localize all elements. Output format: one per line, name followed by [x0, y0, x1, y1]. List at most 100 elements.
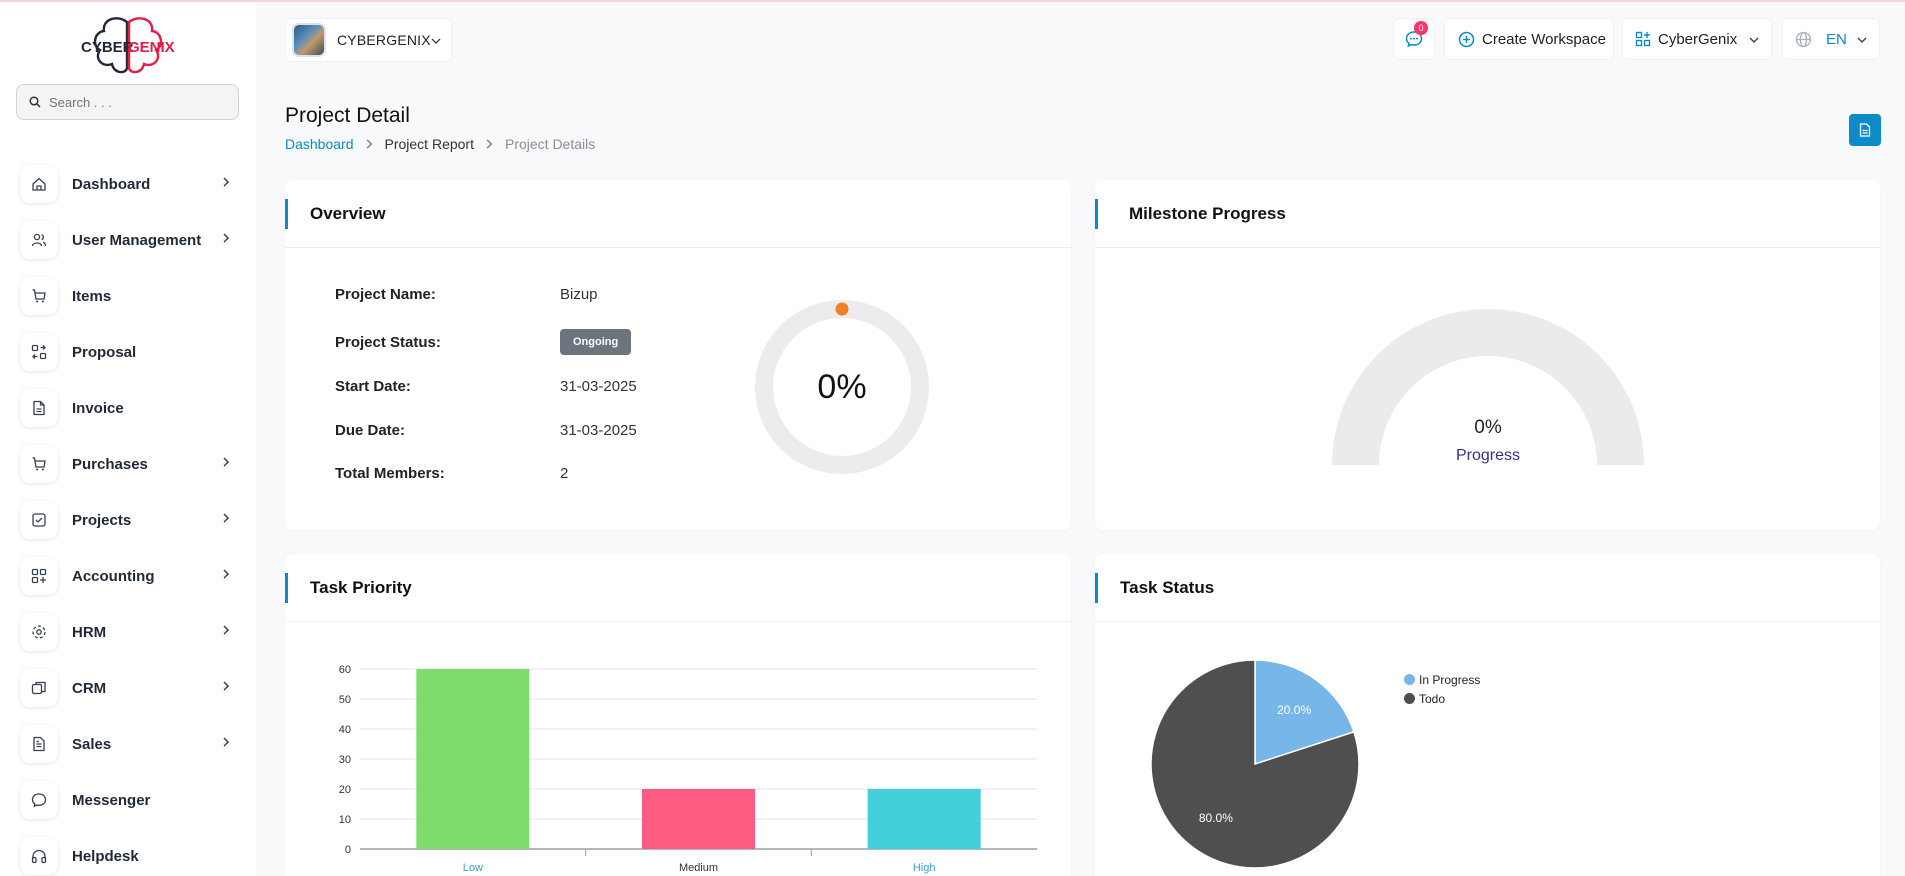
- brand-logo[interactable]: CYBER GENIX: [80, 16, 176, 78]
- x-tick-label: High: [913, 862, 936, 874]
- overview-row: Start Date: 31-03-2025: [335, 378, 637, 395]
- sidebar-item-messenger[interactable]: Messenger: [20, 772, 240, 828]
- sidebar-item-label: Invoice: [72, 399, 124, 417]
- total-members-label: Total Members:: [335, 465, 445, 482]
- sidebar-item-sales[interactable]: Sales: [20, 716, 240, 772]
- overview-row: Project Status: Ongoing: [335, 329, 632, 355]
- chevron-right-icon: [223, 569, 230, 579]
- chevron-right-icon: [223, 513, 230, 523]
- workspace-switcher[interactable]: CYBERGENIX: [285, 18, 452, 62]
- sidebar-item-helpdesk[interactable]: Helpdesk: [20, 828, 240, 876]
- milestone-title: Milestone Progress: [1129, 203, 1286, 223]
- swap-icon: [31, 344, 47, 360]
- sidebar-item-label: CRM: [72, 679, 107, 697]
- sidebar-item-hrm[interactable]: HRM: [20, 604, 240, 660]
- sidebar-item-label: Accounting: [72, 567, 155, 585]
- company-name: CyberGenix: [1658, 30, 1738, 48]
- page-title: Project Detail: [285, 104, 410, 127]
- bar-high[interactable]: [867, 789, 981, 849]
- bar-medium[interactable]: [642, 789, 755, 849]
- pie-value-label: 80.0%: [1199, 811, 1233, 825]
- milestone-card: Milestone Progress 0% Progress: [1095, 180, 1880, 530]
- task-priority-card: Task Priority 0 10 20 30 40 50 60 Low Medium High: [285, 554, 1071, 876]
- legend-item-in-progress[interactable]: In Progress: [1404, 670, 1480, 689]
- search-box[interactable]: [16, 84, 239, 120]
- layers-icon: [31, 681, 46, 695]
- pie-value-label: 20.0%: [1277, 703, 1311, 717]
- sidebar-item-purchases[interactable]: Purchases: [20, 436, 240, 492]
- globe-icon: [1795, 31, 1812, 47]
- sidebar-nav: Dashboard User Management Items Proposal Inv…: [20, 156, 240, 876]
- sidebar-item-items[interactable]: Items: [20, 268, 240, 324]
- task-priority-chart: 0 10 20 30 40 50 60 Low Medium High: [339, 664, 1037, 874]
- chevron-down-icon: [431, 38, 441, 44]
- milestone-progress-label: Progress: [1456, 447, 1520, 464]
- gauge-track: [1332, 309, 1644, 465]
- breadcrumb: Dashboard Project Report Project Details: [285, 136, 595, 152]
- sidebar-icon-box: [20, 277, 58, 315]
- sidebar: CYBER GENIX Dashboard User Management Item…: [0, 2, 256, 876]
- chevron-right-icon: [366, 139, 372, 149]
- due-date-label: Due Date:: [335, 422, 406, 439]
- sidebar-icon-box: [20, 669, 58, 707]
- home-icon: [32, 177, 46, 191]
- chevron-right-icon: [223, 681, 230, 691]
- chevron-right-icon: [223, 177, 230, 187]
- create-workspace-button[interactable]: Create Workspace: [1444, 18, 1614, 60]
- cart-icon: [32, 289, 46, 303]
- file-text-icon: [33, 736, 45, 752]
- sidebar-item-user-management[interactable]: User Management: [20, 212, 240, 268]
- sidebar-icon-box: [20, 221, 58, 259]
- sidebar-icon-box: [20, 165, 58, 203]
- chevron-down-icon: [1857, 37, 1867, 43]
- breadcrumb-project-report[interactable]: Project Report: [384, 136, 474, 152]
- progress-ring-indicator: [835, 302, 849, 316]
- y-tick-label: 20: [339, 784, 351, 796]
- sidebar-item-label: Proposal: [72, 343, 137, 361]
- sidebar-item-projects[interactable]: Projects: [20, 492, 240, 548]
- sidebar-item-invoice[interactable]: Invoice: [20, 380, 240, 436]
- bar-low[interactable]: [416, 669, 530, 849]
- sidebar-item-label: User Management: [72, 231, 202, 249]
- sidebar-item-label: Messenger: [72, 791, 151, 809]
- y-tick-label: 50: [339, 694, 351, 706]
- hrm-icon: [32, 625, 46, 639]
- sidebar-icon-box: [20, 389, 58, 427]
- due-date-value: 31-03-2025: [560, 422, 637, 439]
- search-input[interactable]: [49, 94, 219, 110]
- sidebar-item-label: Projects: [72, 511, 132, 529]
- overview-card: Overview Project Name: Bizup Project Sta…: [285, 180, 1071, 530]
- chevron-right-icon: [223, 457, 230, 467]
- task-status-title: Task Status: [1120, 577, 1215, 597]
- pie-slice-todo[interactable]: [1150, 659, 1360, 869]
- sidebar-item-proposal[interactable]: Proposal: [20, 324, 240, 380]
- y-tick-label: 30: [339, 754, 351, 766]
- chevron-right-icon: [486, 139, 493, 149]
- y-tick-label: 60: [339, 664, 351, 676]
- overview-progress-text: 0%: [817, 368, 866, 406]
- chat-bubble-icon: [1405, 31, 1423, 48]
- sidebar-item-accounting[interactable]: Accounting: [20, 548, 240, 604]
- task-status-legend: In Progress Todo: [1404, 670, 1480, 708]
- search-icon: [29, 96, 41, 108]
- language-switcher[interactable]: EN: [1782, 18, 1880, 60]
- sidebar-item-crm[interactable]: CRM: [20, 660, 240, 716]
- logo-text-genix: GENIX: [128, 39, 175, 56]
- pie-slice-in-progress[interactable]: [1254, 659, 1355, 766]
- legend-item-todo[interactable]: Todo: [1404, 689, 1480, 708]
- sidebar-icon-box: [20, 557, 58, 595]
- breadcrumb-dashboard[interactable]: Dashboard: [285, 136, 354, 152]
- company-switcher[interactable]: CyberGenix: [1622, 18, 1772, 60]
- language-code: EN: [1826, 30, 1847, 48]
- status-badge: Ongoing: [560, 329, 632, 355]
- plus-circle-icon: [1458, 31, 1475, 47]
- sidebar-icon-box: [20, 725, 58, 763]
- workspace-avatar: [292, 23, 326, 57]
- overview-row: Total Members: 2: [335, 465, 568, 482]
- chevron-right-icon: [223, 737, 230, 747]
- milestone-value-text: 0%: [1474, 417, 1502, 438]
- sidebar-item-dashboard[interactable]: Dashboard: [20, 156, 240, 212]
- export-document-button[interactable]: [1849, 114, 1881, 146]
- overview-row: Due Date: 31-03-2025: [335, 422, 637, 439]
- messages-button[interactable]: 0: [1393, 18, 1435, 60]
